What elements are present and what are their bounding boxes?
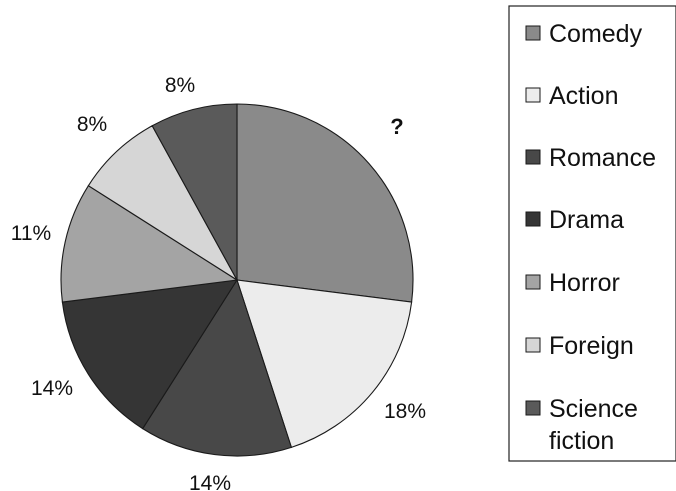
legend-swatch-science-fiction bbox=[525, 400, 541, 416]
slice-label-action: 18% bbox=[384, 400, 426, 423]
legend-label-romance: Romance bbox=[549, 144, 656, 172]
pie-slice-romance bbox=[141, 278, 293, 457]
slice-label-science-fiction: 8% bbox=[165, 74, 195, 97]
pie-slice-comedy bbox=[236, 103, 414, 303]
legend-label-comedy: Comedy bbox=[549, 20, 643, 48]
legend-swatch-foreign bbox=[525, 337, 541, 353]
pie-slice-horror bbox=[60, 184, 239, 303]
pie-slice-foreign bbox=[87, 125, 238, 281]
legend-label-drama: Drama bbox=[549, 206, 624, 234]
legend-swatch-romance bbox=[525, 149, 541, 165]
legend-box bbox=[508, 5, 676, 462]
legend-label-science-fiction-line-2: fiction bbox=[549, 427, 614, 455]
pie-slice-science-fiction bbox=[151, 103, 238, 281]
slice-label-comedy: ? bbox=[390, 114, 403, 139]
slice-label-romance: 14% bbox=[189, 472, 231, 491]
pie-slice-drama bbox=[61, 279, 239, 430]
legend-swatch-horror bbox=[525, 274, 541, 290]
legend-label-foreign: Foreign bbox=[549, 332, 634, 360]
legend-swatch-comedy bbox=[525, 25, 541, 41]
slice-label-drama: 14% bbox=[31, 377, 73, 400]
legend: Comedy Action Romance Drama Horror Foreign Sci… bbox=[508, 5, 676, 462]
slice-label-horror: 11% bbox=[11, 222, 51, 245]
pie-labels: ? 18% 14% 14% 11% 8% 8% bbox=[11, 74, 426, 491]
legend-label-science-fiction-line-1: Science bbox=[549, 395, 638, 423]
legend-label-horror: Horror bbox=[549, 269, 620, 297]
legend-swatch-action bbox=[525, 87, 541, 103]
pie-slice-action bbox=[236, 279, 413, 449]
pie-slices bbox=[60, 103, 414, 457]
slice-label-foreign: 8% bbox=[77, 113, 107, 136]
legend-label-action: Action bbox=[549, 82, 618, 110]
legend-swatch-drama bbox=[525, 211, 541, 227]
